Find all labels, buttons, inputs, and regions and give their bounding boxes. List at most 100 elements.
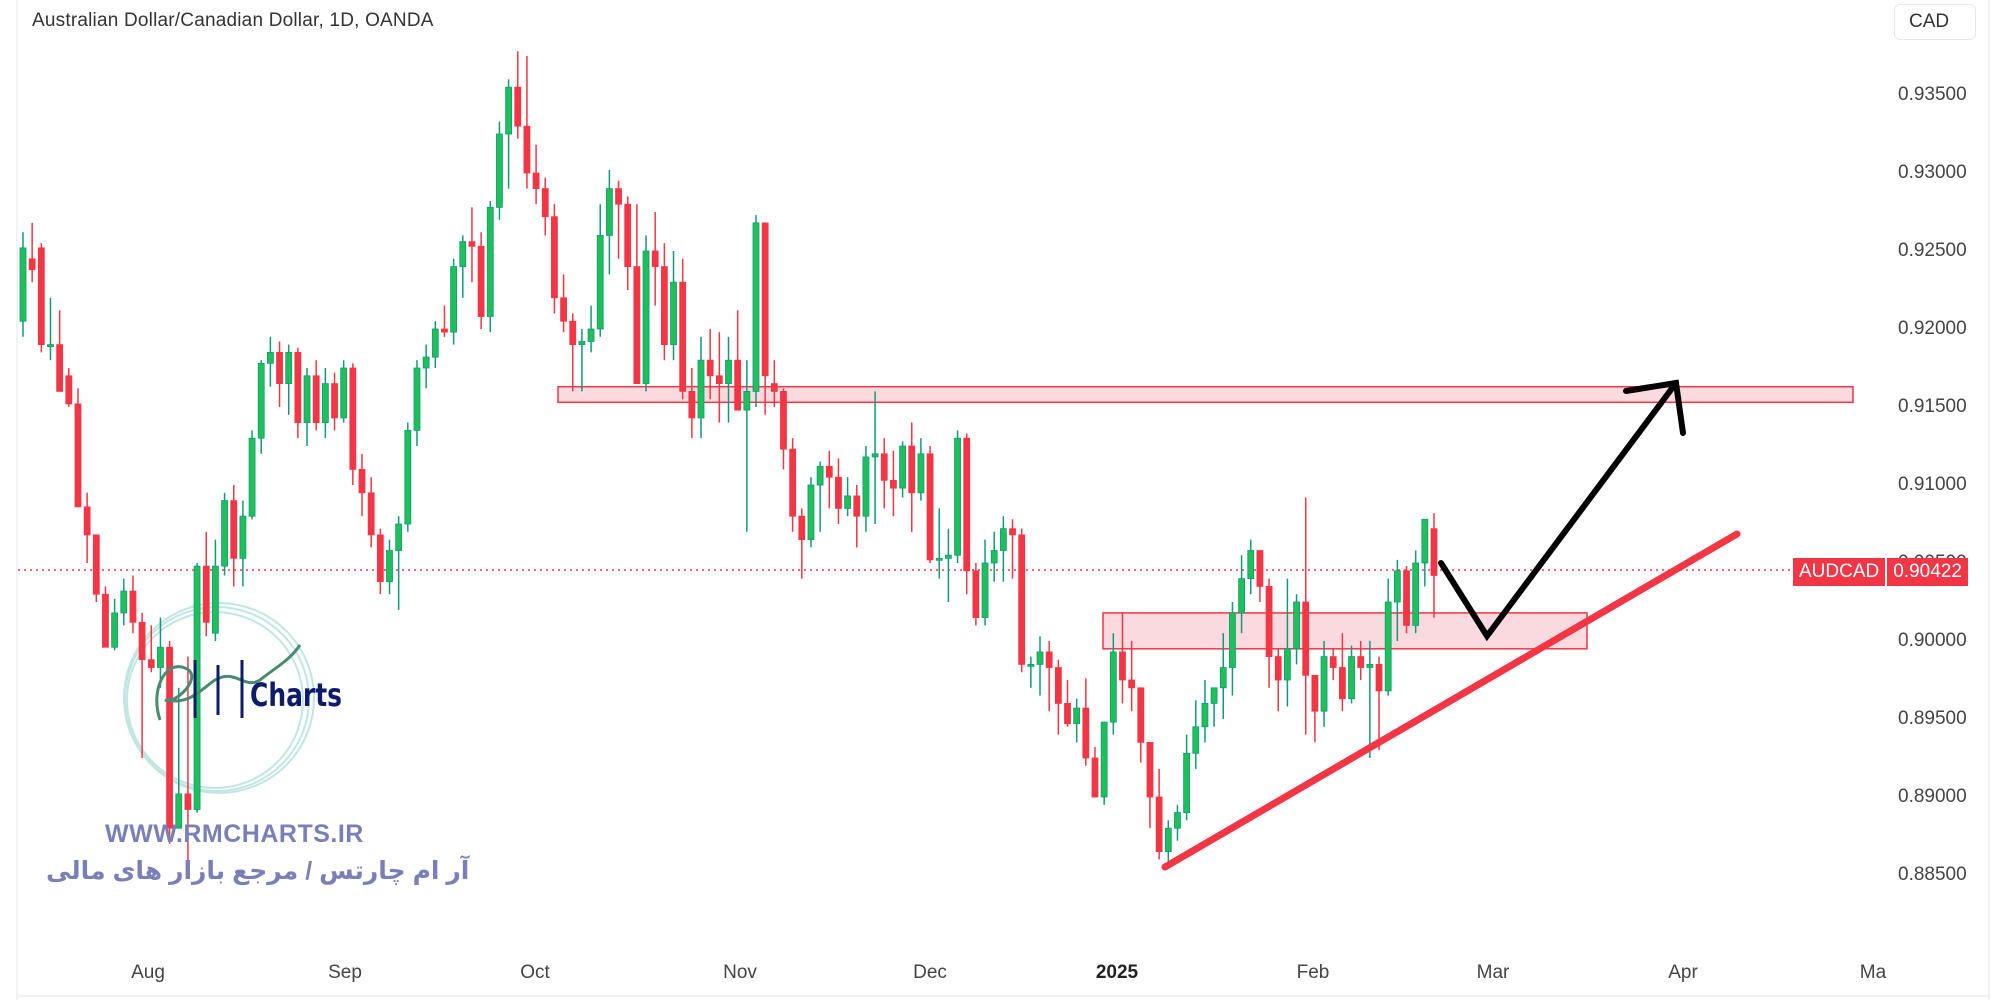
candle-up [1219, 667, 1227, 689]
candle-up [871, 453, 879, 458]
candle-down [624, 203, 632, 267]
candle-up [257, 362, 265, 439]
candle-down [184, 793, 192, 810]
candle-up [1027, 664, 1035, 667]
candle-down [551, 216, 558, 299]
candle-up [120, 590, 128, 614]
watermark-signature [155, 644, 302, 721]
candle-down [166, 646, 173, 829]
candle-up [175, 793, 183, 829]
candle-up [752, 222, 760, 392]
price-axis-tick: 0.90000 [1898, 630, 1967, 651]
candle-up [642, 250, 650, 385]
candle-down [230, 500, 238, 559]
candle-down [1403, 570, 1410, 626]
candle-up [505, 86, 513, 135]
candle-up [303, 375, 311, 423]
candle-up [917, 453, 925, 494]
watermark-tagline: آر ام چارتس / مرجع بازار های مالی [46, 857, 470, 885]
left-edge [16, 0, 18, 1000]
time-axis-tick: Ma [1859, 962, 1887, 983]
projection-arrow [1438, 380, 1679, 642]
candle-up [981, 562, 989, 618]
candle-up [578, 341, 586, 346]
candle-down [312, 375, 320, 423]
axis-separator [1988, 0, 1990, 1000]
candle-up [450, 266, 458, 333]
candle-down [1311, 674, 1319, 712]
candle-up [697, 359, 705, 419]
support-trendline [1161, 530, 1741, 871]
candle-up [404, 429, 412, 525]
candle-down [56, 344, 64, 392]
candle-down [1146, 742, 1154, 798]
candle-up [157, 646, 164, 668]
candle-down [129, 590, 137, 623]
candle-down [853, 495, 861, 517]
candle-down [789, 448, 797, 517]
price-axis-tick: 0.91500 [1898, 396, 1967, 417]
time-axis-tick: Sep [328, 962, 362, 983]
candle-down [202, 565, 210, 623]
candle-up [459, 241, 467, 267]
last-price-value: 0.90422 [1887, 558, 1968, 586]
candle-down [688, 390, 696, 419]
candle-up [670, 281, 677, 346]
candle-down [138, 621, 146, 661]
candle-up [1393, 570, 1401, 603]
candle-up [587, 328, 595, 342]
candle-up [1348, 656, 1355, 700]
candle-down [761, 222, 769, 377]
candle-up [239, 515, 247, 559]
candle-up [1247, 550, 1255, 580]
candle-down [1430, 528, 1438, 576]
candle-up [1320, 656, 1328, 712]
resistance-zone [557, 385, 1854, 404]
time-axis-tick: 2025 [1095, 962, 1139, 983]
candle-up [1284, 648, 1291, 681]
currency-button[interactable]: CAD [1894, 4, 1976, 40]
candle-down [65, 375, 73, 405]
symbol-label: AUDCAD [1793, 558, 1886, 586]
candle-down [74, 403, 82, 508]
candle-up [413, 367, 421, 431]
time-axis-tick: Oct [520, 962, 550, 983]
candle-down [349, 367, 357, 470]
candle-down [560, 297, 567, 322]
candle-down [679, 281, 687, 392]
candle-down [908, 445, 916, 494]
candle-down [780, 390, 787, 450]
candle-up [1100, 721, 1108, 798]
candle-down [523, 125, 531, 174]
candle-down [514, 86, 522, 127]
candle-down [102, 593, 109, 648]
candle-up [386, 550, 393, 583]
candle-down [1128, 679, 1136, 689]
candle-down [1274, 656, 1282, 681]
candle-down [706, 359, 714, 377]
candle-down [532, 172, 540, 190]
candle-down [1082, 707, 1090, 759]
candle-down [37, 247, 45, 346]
candle-up [1164, 827, 1172, 853]
candle-up [422, 356, 430, 369]
candle-up [1293, 601, 1300, 650]
candle-down [835, 476, 842, 509]
candle-down [1018, 534, 1026, 665]
candle-up [725, 359, 732, 385]
candle-down [1045, 651, 1053, 668]
candle-down [1009, 528, 1016, 536]
candle-down [715, 375, 723, 384]
arrow-head-icon [1623, 379, 1686, 436]
candle-up [596, 234, 604, 330]
price-axis-tick: 0.89000 [1898, 786, 1967, 807]
time-axis-tick: Apr [1668, 962, 1698, 983]
candle-up [1384, 601, 1392, 692]
watermark-url: WWW.RMCHARTS.IR [105, 820, 364, 848]
candle-down [1302, 601, 1310, 676]
candle-down [1054, 667, 1062, 704]
candle-up [990, 550, 998, 564]
candle-up [212, 565, 219, 634]
price-axis-tick: 0.93500 [1898, 84, 1967, 105]
